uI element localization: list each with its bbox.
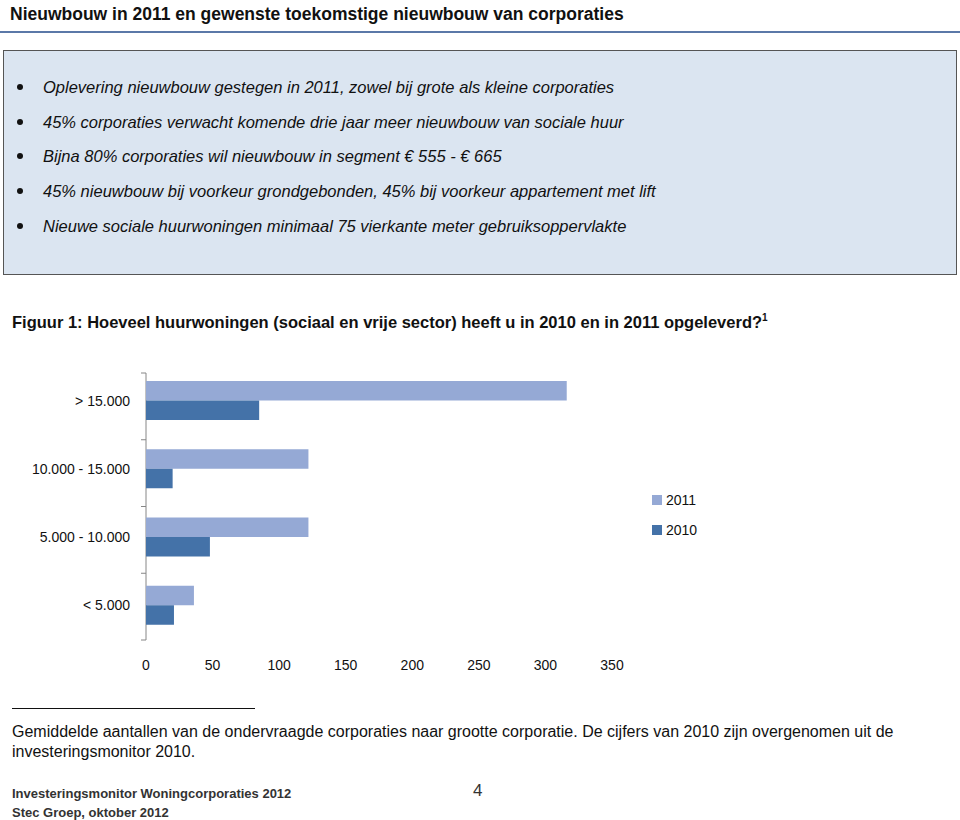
legend-swatch [652, 495, 662, 505]
bullet-text: 45% nieuwbouw bij voorkeur grondgebonden… [43, 182, 656, 201]
category-separator [141, 373, 146, 374]
x-tick-label: 350 [600, 657, 624, 673]
x-tick-label: 250 [467, 657, 491, 673]
bar [146, 449, 308, 469]
bullet-dot [17, 153, 23, 159]
bars [146, 381, 567, 625]
category-separator [141, 640, 146, 641]
bullet-text: Bijna 80% corporaties wil nieuwbouw in s… [43, 147, 502, 166]
legend-label: 2011 [666, 492, 696, 508]
category-label: < 5.000 [83, 597, 130, 613]
figure-title: Figuur 1: Hoeveel huurwoningen (sociaal … [12, 312, 768, 332]
bullet-text: 45% corporaties verwacht komende drie ja… [43, 113, 624, 132]
bar [146, 586, 194, 606]
bullet-text: Nieuwe sociale huurwoningen minimaal 75 … [43, 217, 626, 236]
bar [146, 401, 259, 421]
bar [146, 381, 567, 401]
category-separator [141, 506, 146, 507]
bar [146, 605, 174, 625]
category-label: 10.000 - 15.000 [32, 461, 130, 477]
bar [146, 537, 210, 557]
summary-box: Oplevering nieuwbouw gestegen in 2011, z… [3, 50, 957, 275]
title-rule [0, 31, 960, 33]
x-tick-label: 150 [334, 657, 358, 673]
page-title: Nieuwbouw in 2011 en gewenste toekomstig… [10, 4, 624, 25]
legend-swatch [652, 525, 662, 535]
x-tick-label: 0 [142, 657, 150, 673]
footer-page: 4 [473, 781, 482, 801]
bullet-dot [17, 223, 23, 229]
footnote: Gemiddelde aantallen van de ondervraagde… [12, 722, 947, 762]
x-tick-label: 300 [534, 657, 558, 673]
category-separator [141, 573, 146, 574]
bullet-text: Oplevering nieuwbouw gestegen in 2011, z… [43, 78, 614, 97]
bar [146, 518, 308, 538]
x-tick-label: 200 [401, 657, 425, 673]
category-label: 5.000 - 10.000 [40, 529, 131, 545]
category-separator [141, 439, 146, 440]
bullet-dot [17, 119, 23, 125]
footer-publication: Investeringsmonitor Woningcorporaties 20… [12, 786, 291, 801]
footer-publisher: Stec Groep, oktober 2012 [12, 805, 169, 820]
x-tick-label: 50 [205, 657, 221, 673]
x-tick-label: 100 [267, 657, 291, 673]
bullet-dot [17, 188, 23, 194]
chart: > 15.000 10.000 - 15.000 5.000 - 10.000 < 5… [0, 350, 960, 690]
page: {"header": {"title": "Nieuwbouw in 2011 … [0, 0, 960, 820]
bar [146, 469, 173, 489]
category-label: > 15.000 [75, 393, 130, 409]
figure-title-text: Figuur 1: Hoeveel huurwoningen (sociaal … [12, 313, 762, 331]
bullet-dot [17, 84, 23, 90]
footnote-rule [12, 708, 255, 709]
legend-label: 2010 [666, 522, 697, 538]
footnote-ref: 1 [762, 312, 768, 323]
